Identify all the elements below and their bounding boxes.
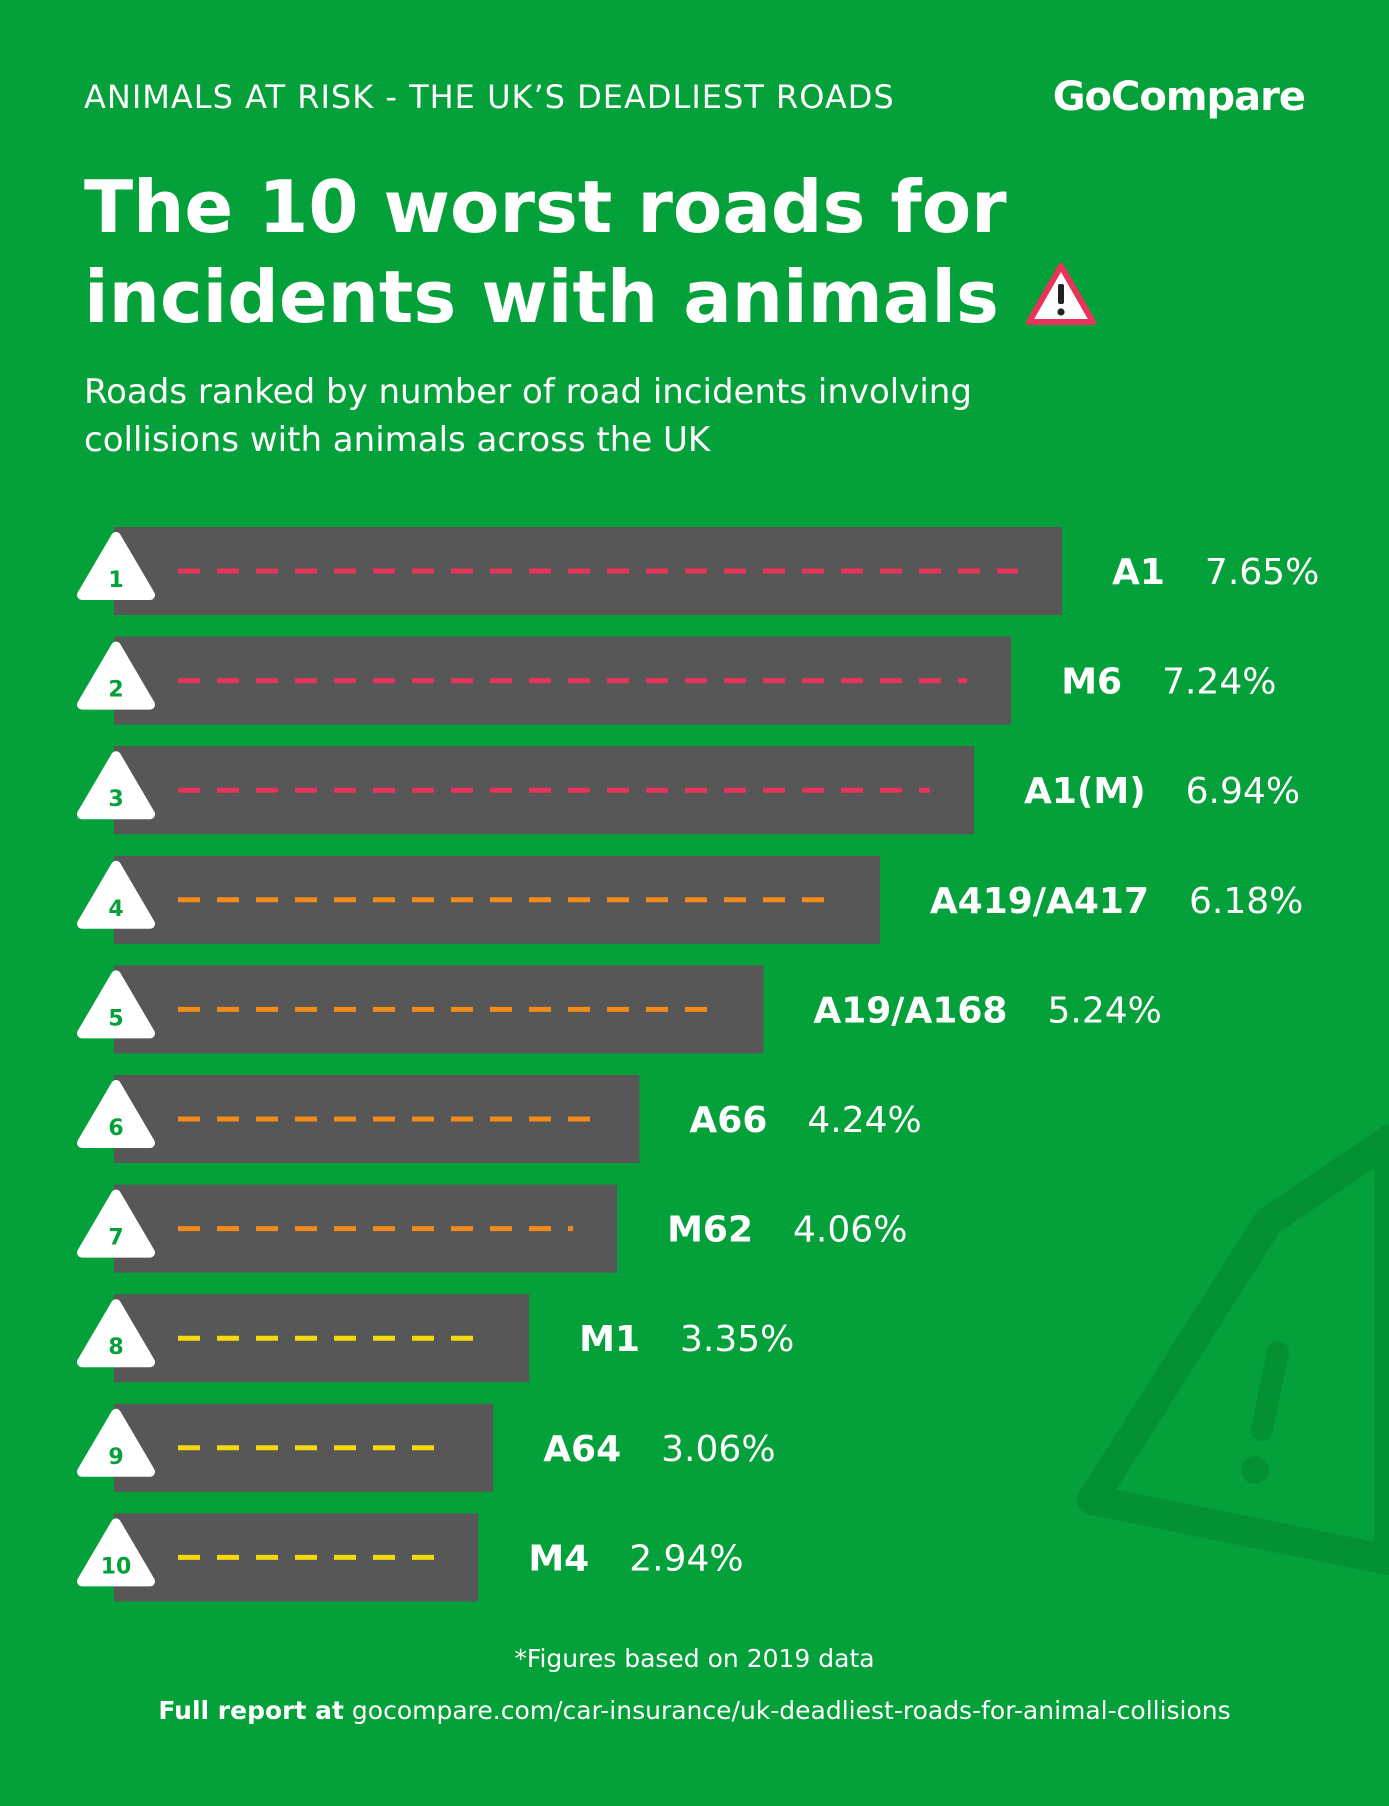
source-url[interactable]: gocompare.com/car-insurance/uk-deadliest… <box>351 1696 1231 1725</box>
rank-badge-5 <box>77 970 155 1039</box>
value-label-2: 7.24% <box>1162 662 1276 703</box>
road-label-6: A66 <box>689 1100 767 1141</box>
title-line-2-text: incidents with animals <box>84 255 999 339</box>
road-label-10: M4 <box>528 1538 589 1579</box>
road-label-1: A1 <box>1112 552 1165 593</box>
rank-badge-10 <box>77 1518 155 1587</box>
page-title: The 10 worst roads for incidents with an… <box>84 162 1184 342</box>
rank-badge-2 <box>77 641 155 710</box>
subtitle: Roads ranked by number of road incidents… <box>84 368 1084 464</box>
rank-number-7: 7 <box>108 1226 123 1251</box>
rank-number-5: 5 <box>108 1006 123 1031</box>
source-prefix: Full report at <box>158 1696 344 1725</box>
value-label-10: 2.94% <box>629 1538 743 1579</box>
road-label-8: M1 <box>579 1319 640 1360</box>
background-warning-icon <box>1077 1125 1389 1575</box>
value-label-8: 3.35% <box>680 1319 794 1360</box>
road-label-7: M62 <box>667 1210 753 1251</box>
rank-badge-9 <box>77 1408 155 1477</box>
subtitle-line-1: Roads ranked by number of road incidents… <box>84 372 972 412</box>
rank-number-1: 1 <box>108 568 123 593</box>
road-label-5: A19/A168 <box>813 990 1007 1031</box>
rank-number-6: 6 <box>108 1116 123 1141</box>
value-label-9: 3.06% <box>661 1429 775 1470</box>
rank-number-4: 4 <box>108 897 123 922</box>
road-label-4: A419/A417 <box>930 881 1149 922</box>
rank-number-10: 10 <box>101 1554 132 1579</box>
rank-number-3: 3 <box>108 787 123 812</box>
rank-badge-4 <box>77 860 155 929</box>
rank-number-2: 2 <box>108 678 123 703</box>
value-label-5: 5.24% <box>1047 990 1161 1031</box>
rank-number-9: 9 <box>108 1445 123 1470</box>
subtitle-line-2: collisions with animals across the UK <box>84 420 711 460</box>
value-label-3: 6.94% <box>1186 771 1300 812</box>
road-label-3: A1(M) <box>1024 771 1146 812</box>
kicker-text: ANIMALS AT RISK - THE UK’S DEADLIEST ROA… <box>84 78 895 116</box>
bar-2 <box>114 636 1012 725</box>
road-label-2: M6 <box>1061 662 1122 703</box>
brand-logo: GoCompare <box>1052 74 1306 120</box>
rank-badge-6 <box>77 1080 155 1148</box>
rank-badge-1 <box>77 532 155 600</box>
warning-triangle-icon <box>1025 263 1096 325</box>
rank-badge-8 <box>77 1299 155 1368</box>
value-label-4: 6.18% <box>1189 881 1303 922</box>
rank-badge-7 <box>77 1189 155 1258</box>
road-label-9: A64 <box>543 1429 621 1470</box>
value-label-7: 4.06% <box>793 1210 907 1251</box>
source-line: Full report at gocompare.com/car-insuran… <box>0 1696 1389 1725</box>
rank-badge-3 <box>77 751 155 820</box>
value-label-1: 7.65% <box>1205 552 1319 593</box>
value-label-6: 4.24% <box>807 1100 921 1141</box>
title-line-2: incidents with animals <box>84 252 1184 342</box>
footnote: *Figures based on 2019 data <box>514 1644 875 1673</box>
rank-number-8: 8 <box>108 1335 123 1360</box>
title-line-1: The 10 worst roads for <box>84 165 1007 249</box>
